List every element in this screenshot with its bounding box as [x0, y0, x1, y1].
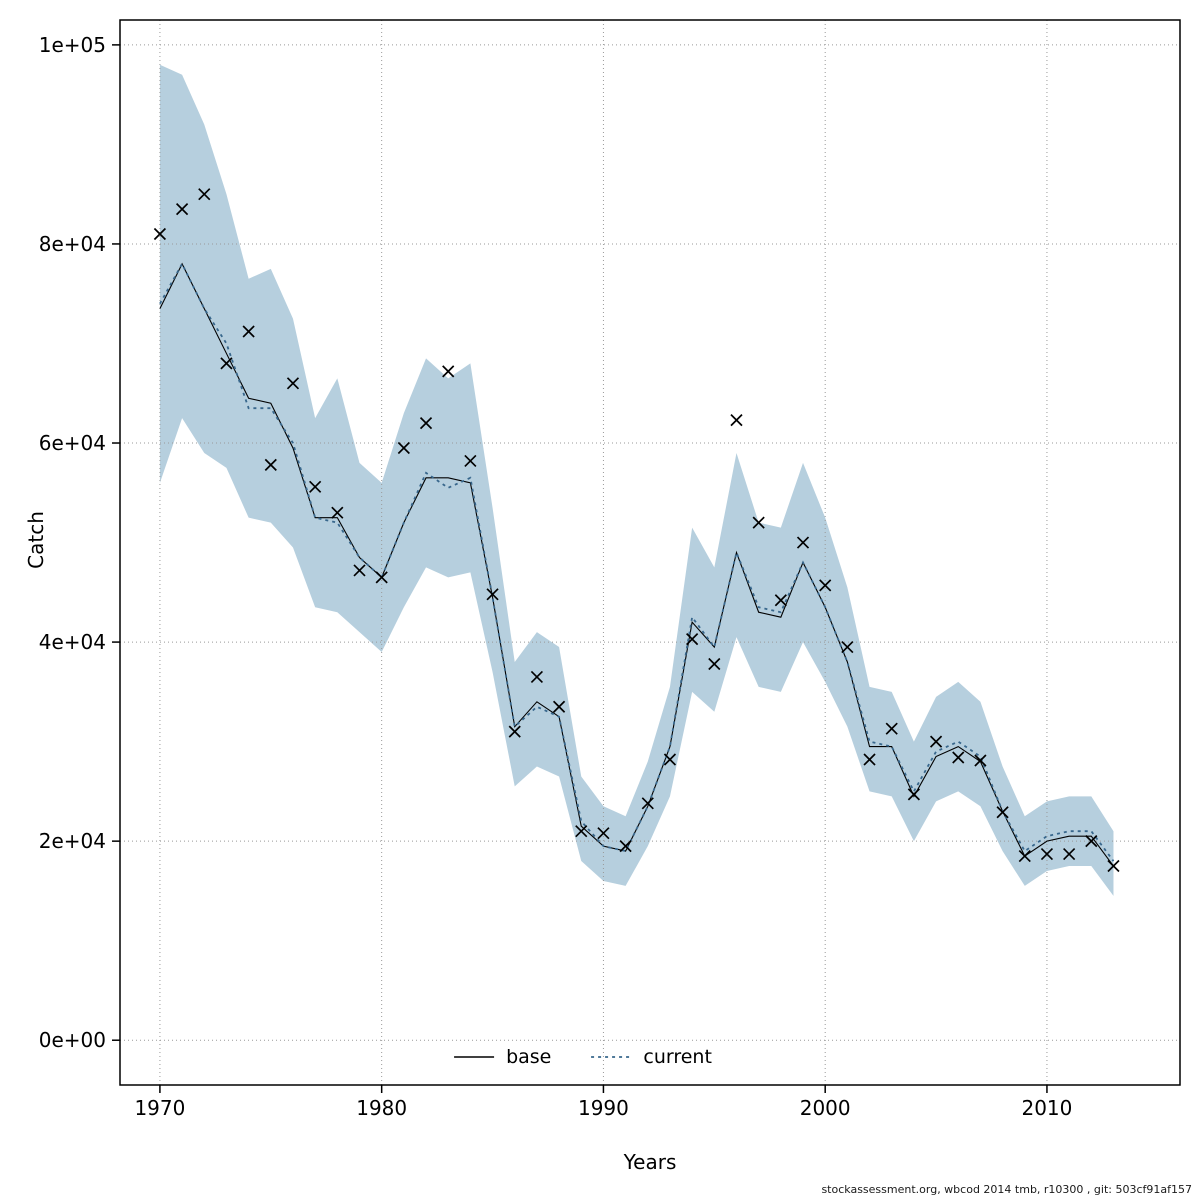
y-axis-title: Catch — [24, 511, 48, 569]
observed-catch-marker — [575, 825, 588, 838]
y-tick-label: 0e+00 — [39, 1028, 106, 1052]
y-tick-label: 6e+04 — [39, 431, 106, 455]
observed-catch-marker — [375, 571, 388, 584]
observed-catch-marker — [464, 454, 477, 468]
source-footer: stockassessment.org, wbcod 2014 tmb, r10… — [821, 1183, 1192, 1196]
observed-catch-marker — [996, 806, 1009, 819]
observed-catch-marker — [331, 506, 344, 519]
legend-item-current: current — [589, 1046, 712, 1068]
current-line-swatch — [591, 1056, 632, 1058]
observed-catch-marker — [730, 414, 743, 427]
observed-catch-marker — [907, 788, 920, 801]
observed-catch-marker — [663, 753, 677, 766]
observed-catch-marker — [1040, 847, 1054, 861]
y-tick-label: 8e+04 — [39, 232, 106, 256]
observed-catch-marker — [486, 588, 499, 601]
x-tick-label: 2000 — [800, 1096, 851, 1120]
observed-catch-marker — [1085, 835, 1098, 848]
observed-catch-marker — [419, 417, 433, 430]
observed-catch-marker — [220, 357, 233, 370]
observed-catch-marker — [198, 188, 211, 201]
confidence-band — [159, 64, 1114, 896]
observed-catch-marker — [552, 700, 566, 713]
legend-label-base: base — [506, 1046, 552, 1068]
observed-catch-marker — [952, 751, 965, 764]
observed-catch-marker — [175, 203, 189, 216]
y-tick-label: 1e+05 — [39, 33, 106, 57]
observed-catch-marker — [353, 564, 366, 577]
observed-catch-marker — [774, 594, 787, 607]
observed-catch-marker — [1018, 849, 1031, 863]
observed-catch-marker — [397, 441, 410, 455]
observed-catch-marker — [153, 227, 167, 241]
observed-catch-marker — [885, 722, 898, 735]
observed-catch-marker — [863, 753, 876, 766]
observed-catch-marker — [242, 325, 255, 338]
observed-catch-marker — [508, 725, 521, 738]
observed-catch-marker — [1107, 859, 1120, 873]
observed-catch-marker — [841, 640, 854, 654]
current-line — [159, 261, 1115, 862]
observed-catch-marker — [819, 579, 832, 592]
plot-border — [119, 19, 1181, 1086]
observed-catch-marker — [264, 458, 277, 472]
observed-catch-marker — [641, 797, 654, 810]
observed-catch-marker — [708, 657, 721, 671]
base-line-swatch — [454, 1056, 495, 1058]
observed-catch-marker — [929, 735, 943, 748]
observed-catch-marker — [1063, 847, 1076, 861]
x-axis-title: Years — [623, 1150, 677, 1174]
observed-catch-marker — [796, 536, 810, 549]
legend: base current — [452, 1046, 712, 1068]
legend-label-current: current — [643, 1046, 712, 1068]
x-tick-label: 1990 — [578, 1096, 629, 1120]
observed-catch-marker — [619, 840, 632, 853]
y-tick-label: 4e+04 — [39, 630, 106, 654]
observed-catch-marker — [442, 365, 455, 378]
legend-item-base: base — [452, 1046, 551, 1068]
x-tick-label: 1970 — [134, 1096, 185, 1120]
observed-catch-marker — [530, 670, 544, 684]
x-tick-label: 2010 — [1021, 1096, 1072, 1120]
observed-catch-marker — [686, 632, 699, 646]
observed-catch-marker — [974, 754, 987, 767]
x-tick-label: 1980 — [356, 1096, 407, 1120]
y-tick-label: 2e+04 — [39, 829, 106, 853]
observed-catch-marker — [286, 377, 300, 390]
observed-catch-marker — [309, 480, 322, 493]
observed-catch-marker — [752, 516, 765, 529]
observed-catch-marker — [597, 827, 610, 840]
